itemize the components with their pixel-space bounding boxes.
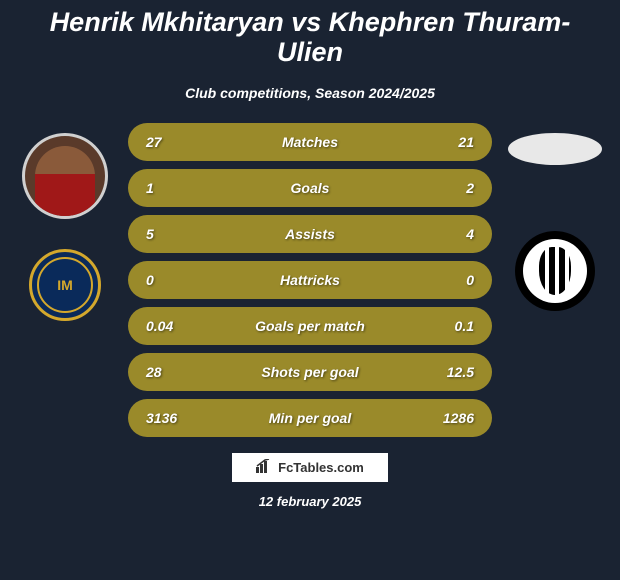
stat-label: Goals per match (255, 318, 365, 334)
stat-left: 27 (146, 134, 206, 150)
main-area: IM 27 Matches 21 1 Goals 2 5 Assists 4 0… (0, 123, 620, 443)
footer-site: FcTables.com (278, 460, 364, 475)
stat-label: Goals (291, 180, 330, 196)
stat-row-goals: 1 Goals 2 (128, 169, 492, 207)
right-column (500, 123, 610, 443)
stat-label: Min per goal (269, 410, 351, 426)
stat-label: Assists (285, 226, 335, 242)
stat-label: Shots per goal (261, 364, 358, 380)
footer-date: 12 february 2025 (259, 494, 362, 509)
stat-row-hattricks: 0 Hattricks 0 (128, 261, 492, 299)
inter-logo: IM (29, 249, 101, 321)
stat-row-gpm: 0.04 Goals per match 0.1 (128, 307, 492, 345)
stat-right: 4 (414, 226, 474, 242)
stat-right: 12.5 (414, 364, 474, 380)
stat-row-matches: 27 Matches 21 (128, 123, 492, 161)
juve-stripes (539, 247, 571, 295)
player1-avatar (22, 133, 108, 219)
stat-right: 0.1 (414, 318, 474, 334)
player1-face (35, 146, 95, 216)
stat-left: 1 (146, 180, 206, 196)
stat-left: 28 (146, 364, 206, 380)
stat-label: Matches (282, 134, 338, 150)
stat-left: 0.04 (146, 318, 206, 334)
stats-column: 27 Matches 21 1 Goals 2 5 Assists 4 0 Ha… (120, 123, 500, 443)
stat-row-mpg: 3136 Min per goal 1286 (128, 399, 492, 437)
page-title: Henrik Mkhitaryan vs Khephren Thuram-Uli… (0, 8, 620, 67)
stat-left: 5 (146, 226, 206, 242)
stat-right: 1286 (414, 410, 474, 426)
left-column: IM (10, 123, 120, 443)
stat-right: 0 (414, 272, 474, 288)
inter-inner: IM (37, 257, 93, 313)
juventus-logo (515, 231, 595, 311)
chart-icon (256, 459, 272, 476)
stat-right: 2 (414, 180, 474, 196)
juve-inner (523, 239, 587, 303)
stat-label: Hattricks (280, 272, 340, 288)
subtitle: Club competitions, Season 2024/2025 (185, 85, 435, 101)
stat-row-spg: 28 Shots per goal 12.5 (128, 353, 492, 391)
stat-left: 0 (146, 272, 206, 288)
player2-placeholder (508, 133, 602, 165)
comparison-card: Henrik Mkhitaryan vs Khephren Thuram-Uli… (0, 0, 620, 580)
stat-left: 3136 (146, 410, 206, 426)
stat-right: 21 (414, 134, 474, 150)
stat-row-assists: 5 Assists 4 (128, 215, 492, 253)
footer-logo[interactable]: FcTables.com (232, 453, 388, 482)
